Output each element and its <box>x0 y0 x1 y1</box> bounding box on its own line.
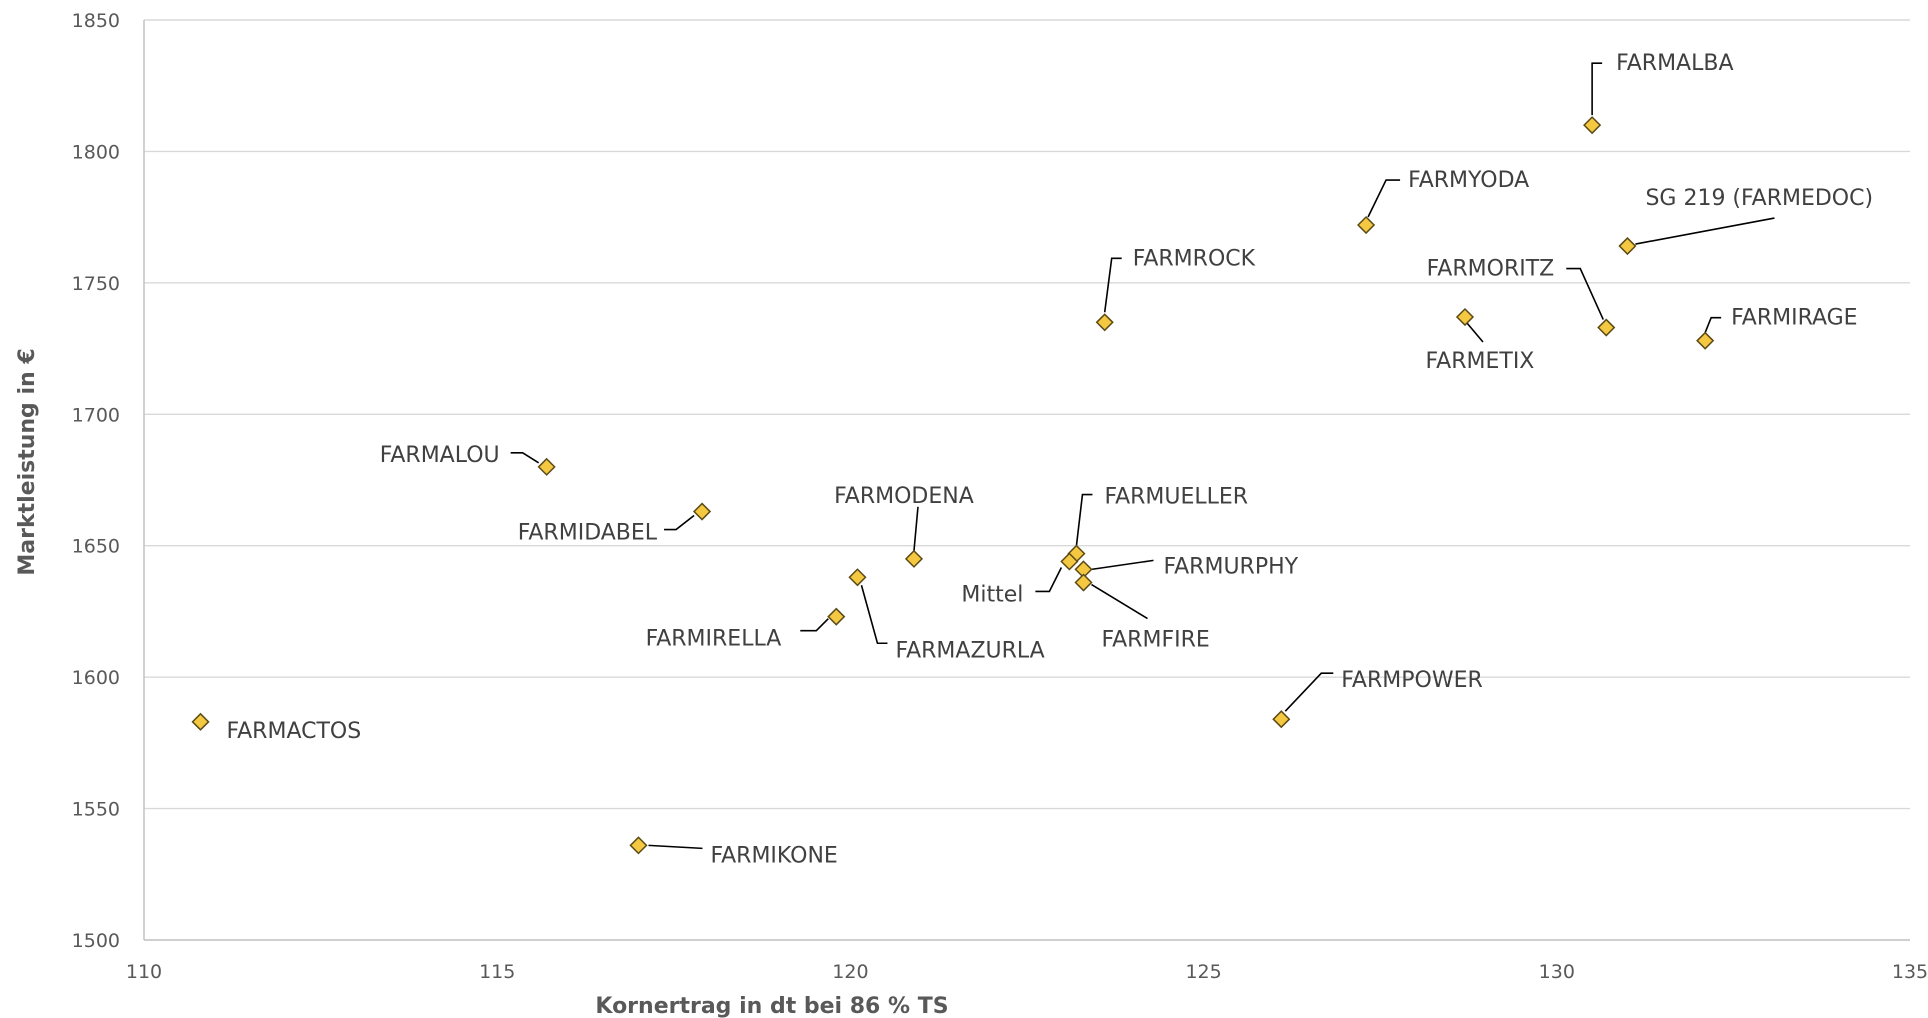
leader-farmyoda <box>1367 179 1401 218</box>
point-farmidabel <box>692 502 712 521</box>
leader-farmrock <box>1103 257 1122 313</box>
label-farmirage: FARMIRAGE <box>1731 306 1857 331</box>
label-farmoritz: FARMORITZ <box>1427 257 1555 282</box>
leader-mittel <box>1035 567 1063 593</box>
point-farmodena <box>904 549 924 568</box>
tick-labels: 1500 1550 1600 1650 1700 1750 1800 1850 110 115 12… <box>72 10 1928 983</box>
x-tick-label: 125 <box>1185 961 1221 983</box>
point-farmpower <box>1272 710 1291 729</box>
leader-farmalba <box>1591 62 1603 116</box>
leader-farmalou <box>510 452 540 464</box>
label-farmalba: FARMALBA <box>1616 51 1733 76</box>
label-sg-219-farmedoc: SG 219 (FARMEDOC) <box>1645 186 1873 211</box>
y-tick-label: 1750 <box>72 273 120 295</box>
x-tick-label: 110 <box>126 961 162 983</box>
label-farmurphy: FARMURPHY <box>1164 554 1299 579</box>
label-leaders <box>510 62 1775 850</box>
point-farmirella <box>827 607 846 626</box>
leader-farmurphy <box>1091 559 1154 571</box>
y-tick-label: 1550 <box>72 799 120 821</box>
x-axis-title: Kornertrag in dt bei 86 % TS <box>595 994 948 1018</box>
y-tick-label: 1700 <box>72 404 120 426</box>
leader-farmirella <box>800 618 829 632</box>
point-farmikone <box>629 836 648 855</box>
point-farmalou <box>537 457 556 476</box>
point-farmactos <box>191 712 210 731</box>
y-tick-label: 1500 <box>72 930 120 952</box>
leader-farmirage <box>1704 316 1722 333</box>
label-farmirella: FARMIRELLA <box>646 627 782 652</box>
label-farmfire: FARMFIRE <box>1102 628 1210 653</box>
label-farmactos: FARMACTOS <box>227 719 362 744</box>
x-tick-label: 135 <box>1892 961 1928 983</box>
label-farmalou: FARMALOU <box>380 443 500 468</box>
point-sg-219-farmedoc <box>1618 236 1637 256</box>
point-farmyoda <box>1357 215 1376 235</box>
leader-farmfire <box>1091 583 1148 620</box>
x-tick-label: 115 <box>479 961 515 983</box>
point-farmetix <box>1455 307 1475 327</box>
leader-farmueller <box>1075 493 1093 546</box>
point-labels: FARMALBA FARMYODA SG 219 (FARMEDOC) FARMROC… <box>227 51 1874 868</box>
point-farmazurla <box>848 568 867 587</box>
y-tick-label: 1800 <box>72 141 120 163</box>
y-tick-label: 1850 <box>72 10 120 32</box>
point-farmoritz <box>1597 318 1616 337</box>
grid <box>144 19 1910 810</box>
x-tick-label: 130 <box>1539 961 1575 983</box>
label-farmetix: FARMETIX <box>1426 349 1535 374</box>
point-mittel <box>1060 552 1079 571</box>
leader-farmpower <box>1284 672 1334 712</box>
label-farmidabel: FARMIDABEL <box>518 521 658 546</box>
label-farmrock: FARMROCK <box>1133 246 1256 271</box>
leader-farmikone <box>648 844 703 850</box>
label-farmpower: FARMPOWER <box>1341 668 1482 693</box>
label-farmazurla: FARMAZURLA <box>895 638 1044 663</box>
leader-farmidabel <box>664 514 695 531</box>
y-axis-title: Marktleistung in € <box>15 348 40 575</box>
leader-farmazurla <box>860 585 888 645</box>
label-farmodena: FARMODENA <box>834 484 974 509</box>
leader-sg-219-farmedoc <box>1635 217 1775 245</box>
point-farmirage <box>1696 331 1715 350</box>
label-farmueller: FARMUELLER <box>1104 485 1248 510</box>
label-mittel: Mittel <box>961 582 1023 607</box>
x-tick-label: 120 <box>832 961 868 983</box>
leader-farmodena <box>913 506 919 551</box>
point-farmalba <box>1583 116 1602 135</box>
y-tick-label: 1650 <box>72 536 120 558</box>
point-farmfire <box>1074 573 1093 592</box>
leader-farmoritz <box>1566 267 1604 320</box>
point-farmrock <box>1095 313 1114 332</box>
label-farmyoda: FARMYODA <box>1408 168 1529 193</box>
y-tick-label: 1600 <box>72 667 120 689</box>
data-points <box>191 116 1715 855</box>
axes <box>143 20 1910 941</box>
leader-farmetix <box>1466 322 1484 343</box>
label-farmikone: FARMIKONE <box>710 843 837 868</box>
